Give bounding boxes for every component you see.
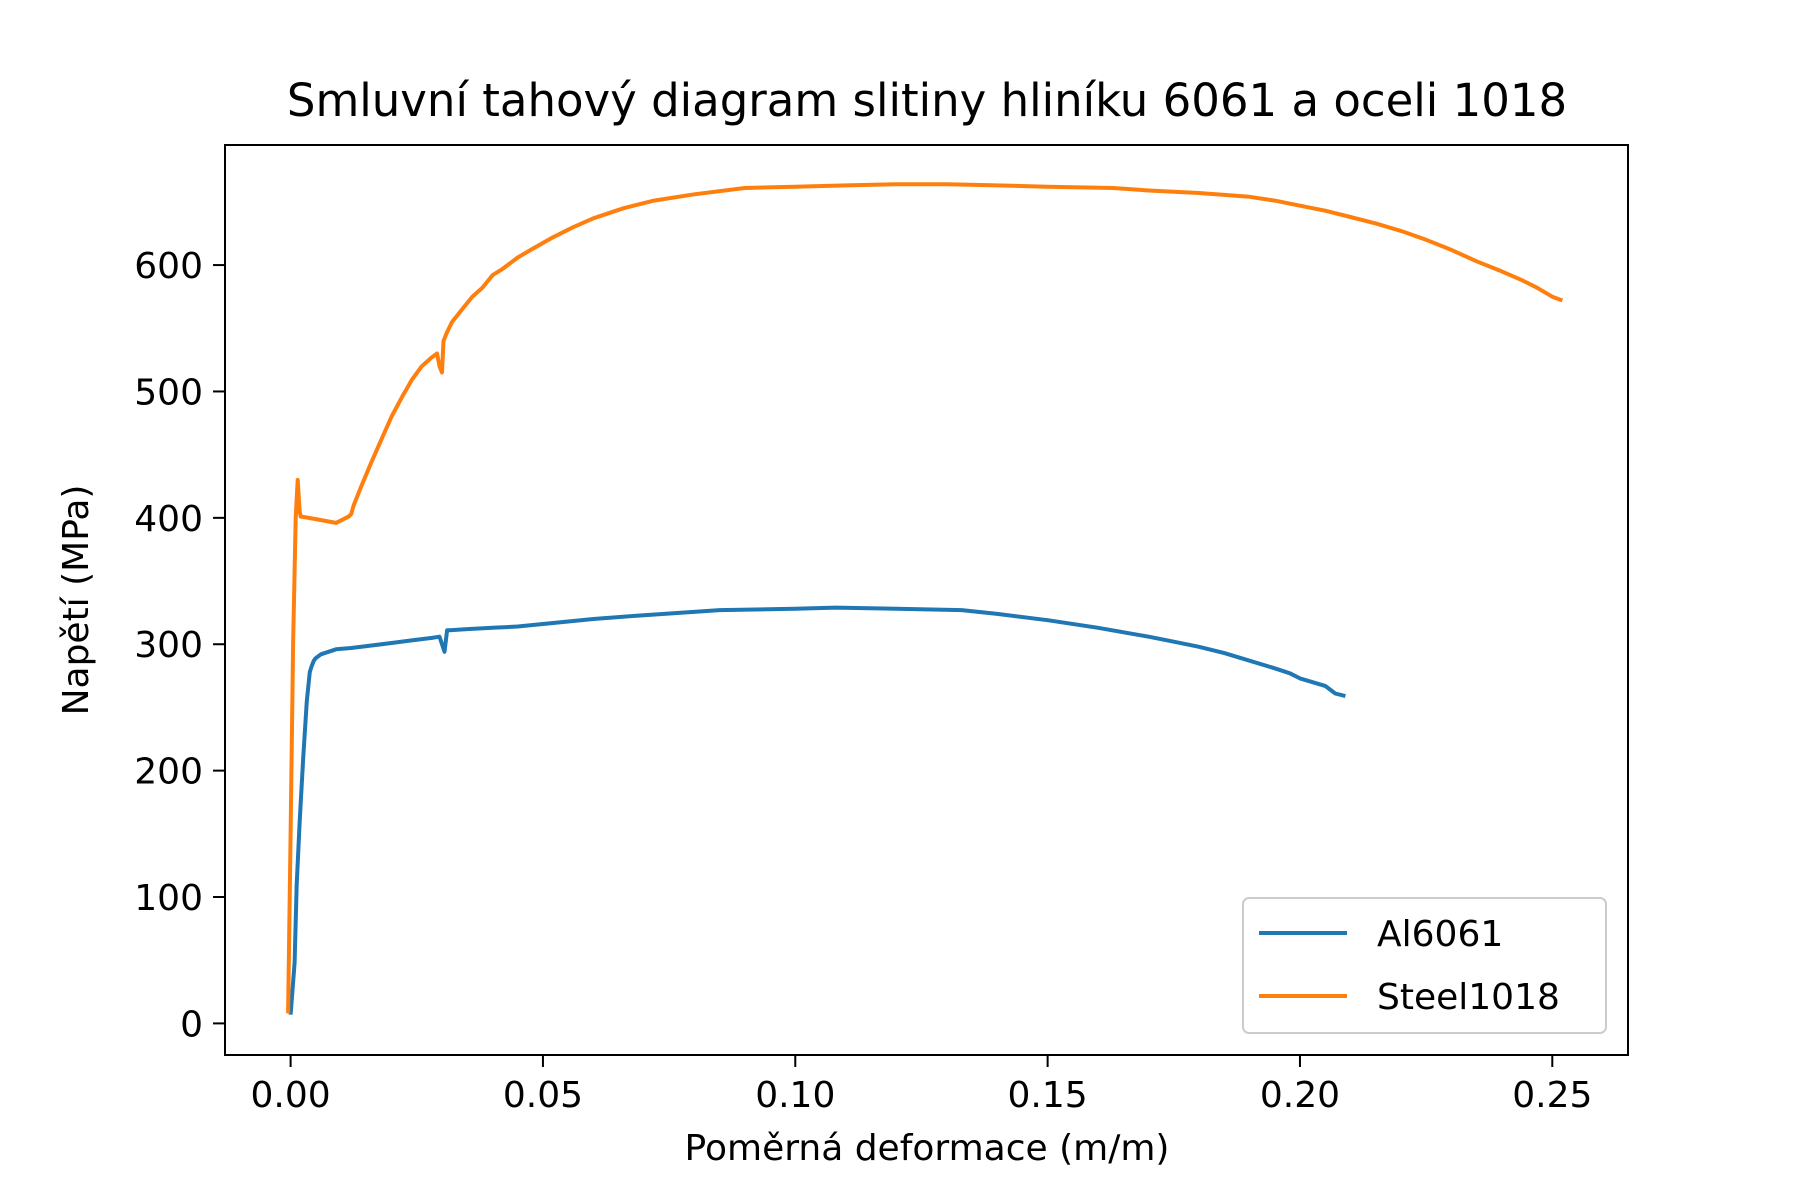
x-axis: 0.00 0.05 0.10 0.15 0.20 0.25 [251,1055,1592,1116]
x-tick-label: 0.25 [1512,1075,1592,1116]
y-tick-label: 400 [134,499,203,540]
y-tick-label: 500 [134,372,203,413]
legend-label-al6061: Al6061 [1377,914,1503,955]
y-tick-label: 600 [134,246,203,287]
legend: Al6061 Steel1018 [1242,897,1607,1034]
x-tick-label: 0.15 [1008,1075,1088,1116]
series-line-al6061 [288,605,1346,1015]
x-tick-label: 0.10 [755,1075,835,1116]
y-tick-label: 100 [134,878,203,919]
y-axis-label: Napětí (MPa) [56,485,97,716]
x-axis-label: Poměrná deformace (m/m) [685,1128,1170,1169]
legend-label-steel1018: Steel1018 [1377,977,1560,1018]
x-tick-label: 0.20 [1260,1075,1340,1116]
x-tick-label: 0.00 [251,1075,331,1116]
y-tick-label: 300 [134,625,203,666]
plot-area [286,182,1564,1015]
x-tick-label: 0.05 [503,1075,583,1116]
y-tick-label: 200 [134,752,203,793]
chart-title: Smluvní tahový diagram slitiny hliníku 6… [287,74,1567,127]
plot-frame [224,144,1629,1056]
y-axis: 0 100 200 300 400 500 600 [134,246,225,1045]
y-tick-label: 0 [180,1004,203,1045]
series-line-steel1018 [286,182,1564,1014]
